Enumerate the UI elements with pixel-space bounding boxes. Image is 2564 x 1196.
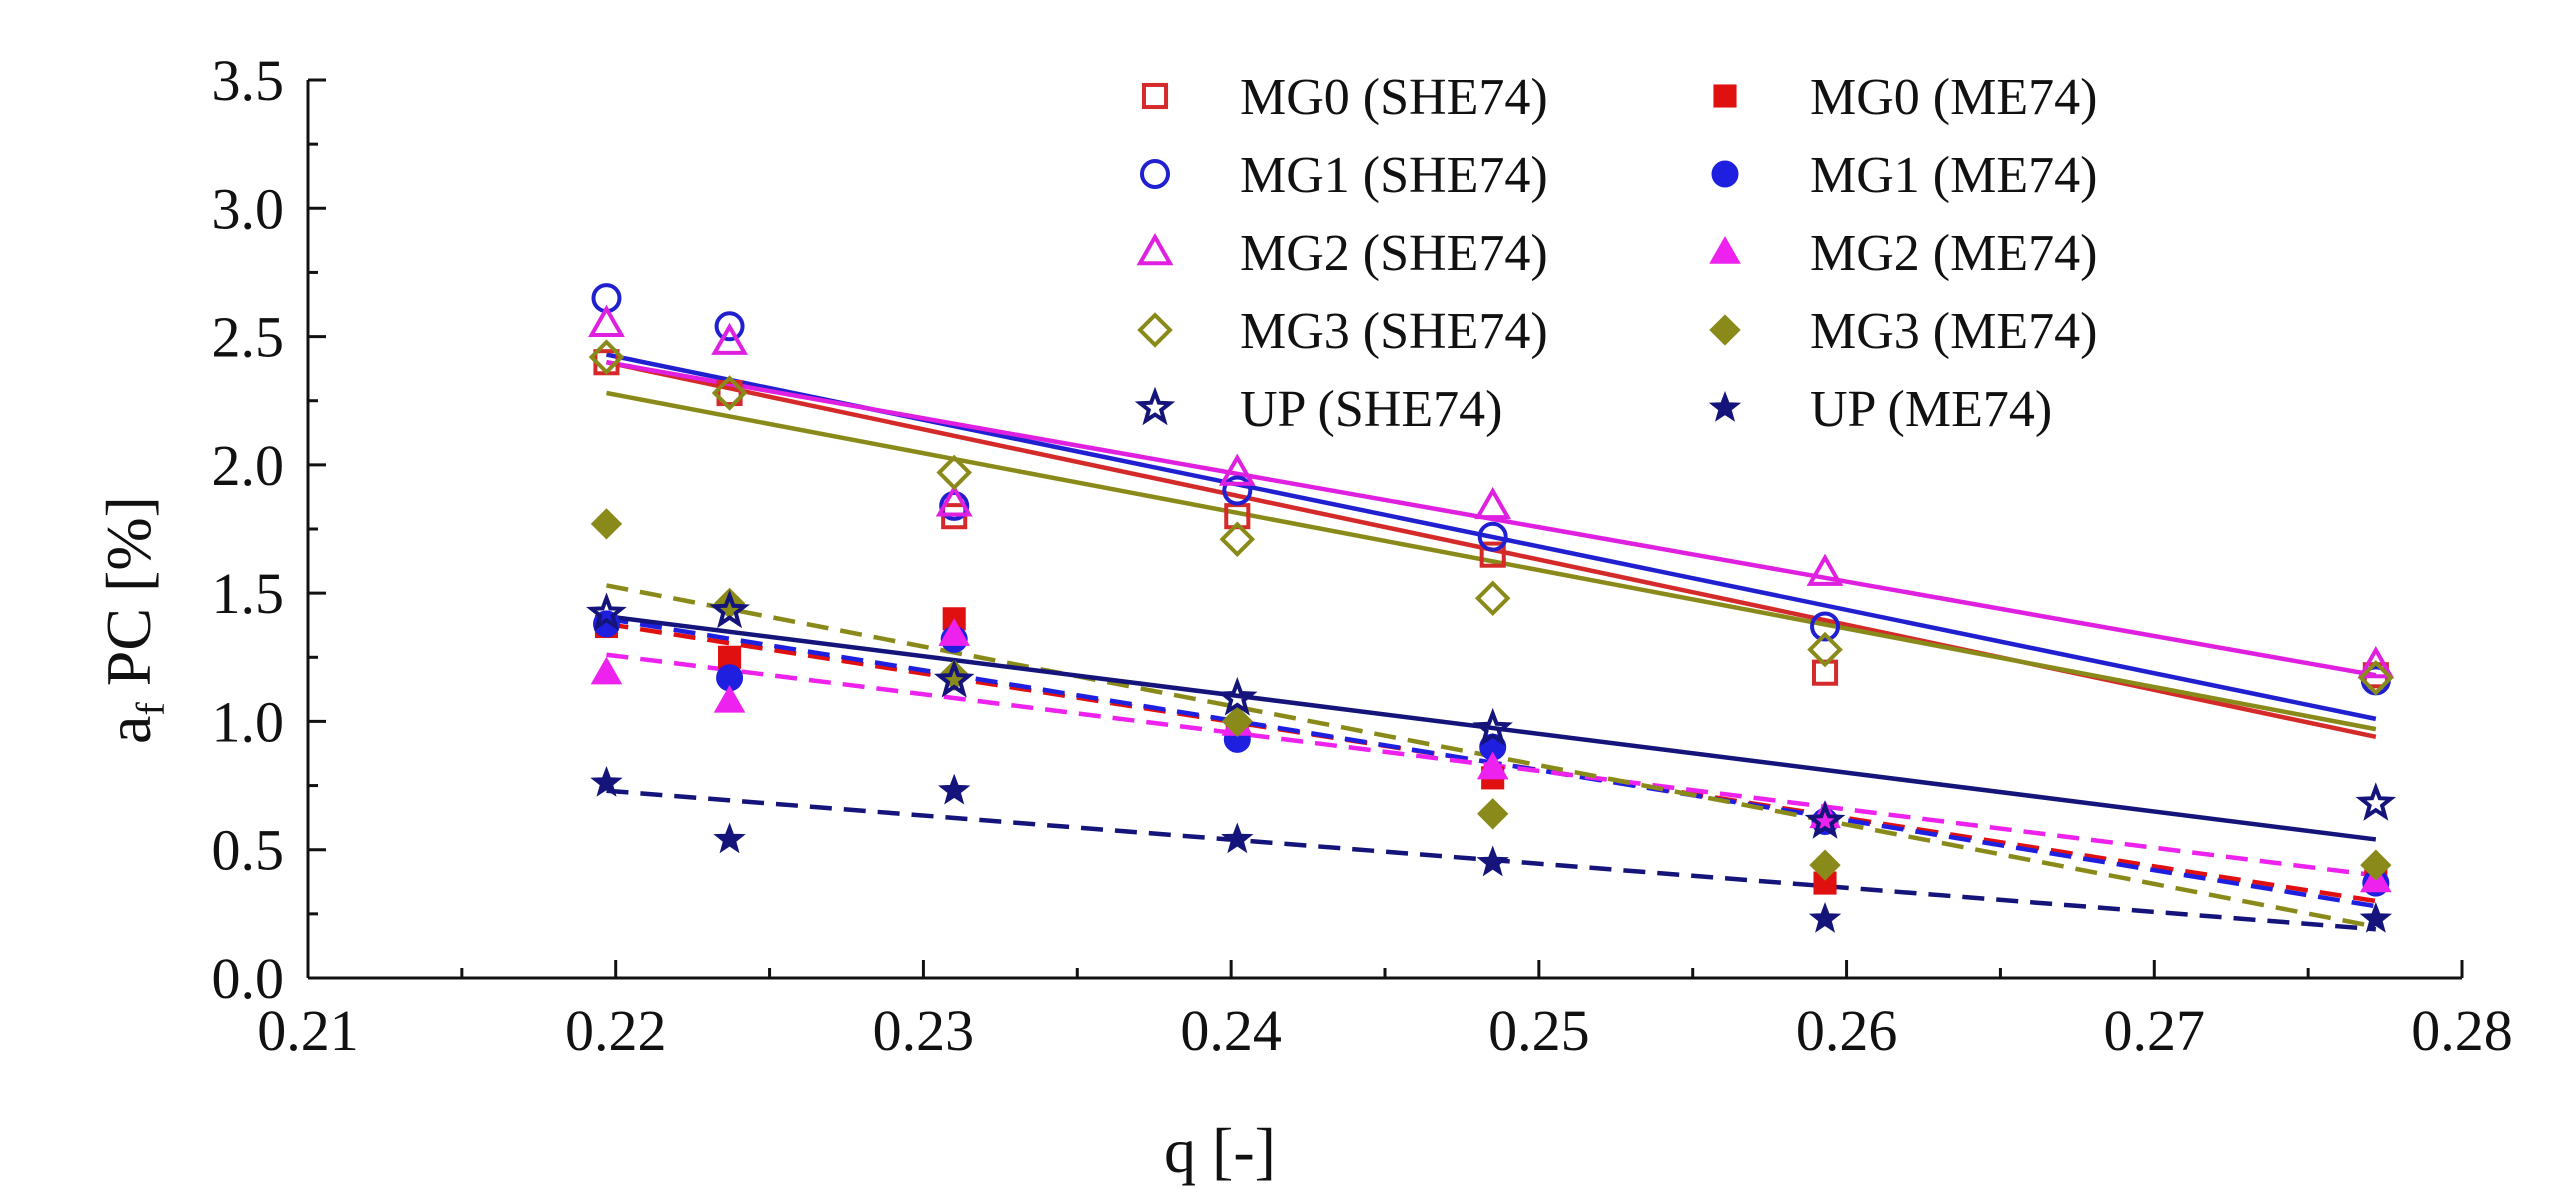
data-point xyxy=(590,656,623,685)
x-tick-label: 0.23 xyxy=(873,998,975,1063)
data-point xyxy=(1218,453,1256,486)
data-point xyxy=(1221,822,1254,854)
data-point xyxy=(1807,631,1843,668)
x-tick-label: 0.27 xyxy=(2104,998,2206,1063)
data-point xyxy=(711,322,748,355)
legend-label: MG3 (SHE74) xyxy=(1240,303,1548,360)
x-tick-label: 0.28 xyxy=(2411,998,2513,1063)
data-point xyxy=(590,765,623,797)
data-point xyxy=(711,375,748,411)
y-axis-title-subscript: f xyxy=(128,702,173,716)
data-point xyxy=(1810,611,1841,642)
data-point xyxy=(939,490,970,521)
data-point xyxy=(1474,580,1511,617)
y-tick-label: 2.5 xyxy=(212,305,285,370)
y-tick-label: 3.0 xyxy=(212,176,285,241)
data-point xyxy=(935,484,973,517)
x-tick-label: 0.24 xyxy=(1180,998,1282,1063)
legend-marker xyxy=(1711,160,1739,188)
data-point xyxy=(1476,751,1509,780)
data-point xyxy=(1804,800,1846,839)
legend-label: MG2 (ME74) xyxy=(1810,225,2097,282)
x-tick-label: 0.26 xyxy=(1796,998,1898,1063)
data-point xyxy=(1474,486,1512,520)
data-point xyxy=(1221,705,1253,738)
x-tick-label: 0.21 xyxy=(257,998,359,1063)
legend-label: UP (ME74) xyxy=(1810,381,2052,438)
data-point xyxy=(590,508,623,540)
legend-marker xyxy=(1709,236,1741,264)
data-point xyxy=(714,311,745,342)
data-point xyxy=(1477,521,1508,552)
data-point xyxy=(933,659,975,698)
fit-line xyxy=(606,614,2377,842)
svg-text:af PC [%]: af PC [%] xyxy=(93,496,173,744)
legend-label: MG0 (ME74) xyxy=(1810,69,2097,126)
data-point xyxy=(1808,901,1842,933)
y-tick-label: 1.5 xyxy=(212,561,285,626)
data-point xyxy=(1811,659,1839,686)
data-point xyxy=(716,379,743,407)
legend-marker xyxy=(1141,82,1169,110)
y-tick-label: 3.5 xyxy=(212,48,285,113)
legend-marker xyxy=(1140,159,1170,189)
data-point xyxy=(1219,521,1256,558)
y-tick-label: 1.0 xyxy=(212,689,285,754)
y-tick-label: 0.0 xyxy=(212,946,285,1011)
data-point xyxy=(2358,660,2394,696)
data-point xyxy=(938,618,971,646)
y-axis-title: af PC [%] xyxy=(93,496,173,744)
data-point xyxy=(588,304,625,337)
legend-label: MG1 (SHE74) xyxy=(1240,147,1548,204)
legend-label: MG0 (SHE74) xyxy=(1240,69,1548,126)
legend-marker xyxy=(1137,312,1173,348)
data-point xyxy=(2360,849,2392,881)
y-tick-label: 0.5 xyxy=(212,818,285,883)
legend-label: MG1 (ME74) xyxy=(1810,147,2097,204)
data-point xyxy=(1477,798,1509,830)
data-point xyxy=(1809,849,1841,881)
data-points xyxy=(586,283,2397,933)
data-point xyxy=(936,454,972,491)
data-point xyxy=(1476,845,1509,877)
data-point xyxy=(1479,541,1506,568)
data-point xyxy=(2357,646,2395,679)
x-axis-title: q [-] xyxy=(1164,1115,1276,1186)
legend-marker xyxy=(1134,386,1176,426)
data-point xyxy=(713,822,746,854)
legend-label: UP (SHE74) xyxy=(1240,381,1502,438)
data-point xyxy=(938,773,971,805)
data-point xyxy=(713,684,746,713)
legend-marker xyxy=(1708,390,1742,422)
data-point xyxy=(1806,553,1844,586)
data-point xyxy=(1217,676,1258,716)
data-point xyxy=(1222,475,1253,506)
axes: 0.21 0.22 0.23 0.24 0.25 0.26 0.27 0.28 0.0 0.5 1.… xyxy=(212,48,2513,1063)
data-point xyxy=(709,589,750,629)
fit-lines xyxy=(606,352,2377,932)
data-point xyxy=(1472,707,1513,747)
data-point xyxy=(2355,782,2397,821)
legend-marker xyxy=(1713,84,1737,108)
x-tick-label: 0.22 xyxy=(565,998,667,1063)
legend-label: MG3 (ME74) xyxy=(1810,303,2097,360)
legend: MG0 (SHE74) MG0 (ME74) MG1 (SHE74) MG1 (ME7… xyxy=(1134,69,2097,438)
legend-marker xyxy=(1709,314,1741,346)
data-point xyxy=(2359,901,2393,933)
data-point xyxy=(586,592,627,631)
y-axis-title-rest: PC [%] xyxy=(93,496,164,702)
y-tick-label: 2.0 xyxy=(212,433,285,498)
x-tick-label: 0.25 xyxy=(1488,998,1590,1063)
legend-label: MG2 (SHE74) xyxy=(1240,225,1548,282)
legend-marker xyxy=(1136,233,1174,266)
fit-line xyxy=(606,390,2377,732)
y-axis-title-main: a xyxy=(93,716,164,744)
data-point xyxy=(588,339,625,375)
